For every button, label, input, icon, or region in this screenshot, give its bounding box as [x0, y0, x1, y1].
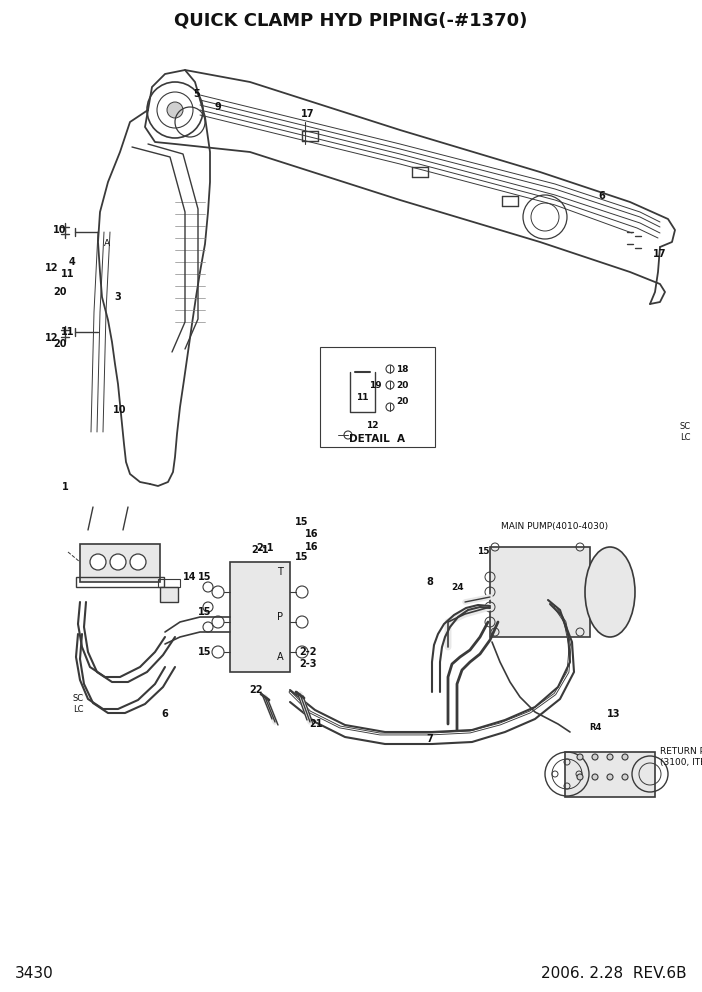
Text: QUICK CLAMP HYD PIPING(-#1370): QUICK CLAMP HYD PIPING(-#1370)	[174, 11, 528, 29]
Text: SC
LC: SC LC	[680, 423, 691, 441]
Circle shape	[607, 754, 613, 760]
Text: 4: 4	[69, 257, 75, 267]
Text: RETURN PIPE
(3100, ITEM 8): RETURN PIPE (3100, ITEM 8)	[660, 747, 702, 767]
Circle shape	[622, 754, 628, 760]
Text: 20: 20	[53, 339, 67, 349]
Circle shape	[110, 554, 126, 570]
Text: 15: 15	[296, 517, 309, 527]
Text: 10: 10	[53, 225, 67, 235]
Bar	[230, 562, 290, 672]
Bar	[565, 752, 655, 797]
Bar	[76, 577, 164, 587]
Bar	[320, 347, 435, 447]
Text: 9: 9	[215, 102, 221, 112]
Text: 8: 8	[427, 577, 433, 587]
Text: 3: 3	[114, 292, 121, 302]
Text: 1: 1	[62, 482, 68, 492]
Text: 11: 11	[61, 327, 74, 337]
Text: 16: 16	[305, 529, 319, 539]
Text: 7: 7	[427, 734, 433, 744]
Text: 16: 16	[305, 542, 319, 552]
Circle shape	[592, 754, 598, 760]
Text: R4: R4	[589, 722, 601, 731]
Text: 15: 15	[296, 552, 309, 562]
Text: A: A	[277, 652, 284, 662]
Text: MAIN PUMP(4010-4030): MAIN PUMP(4010-4030)	[501, 523, 609, 532]
Text: 17: 17	[654, 249, 667, 259]
Text: 12: 12	[45, 333, 59, 343]
Text: 15: 15	[477, 548, 489, 557]
Ellipse shape	[585, 547, 635, 637]
Text: 19: 19	[369, 381, 381, 390]
Circle shape	[607, 774, 613, 780]
Text: 21: 21	[310, 719, 323, 729]
Circle shape	[592, 774, 598, 780]
Bar	[80, 544, 160, 582]
Circle shape	[577, 774, 583, 780]
Text: 18: 18	[396, 364, 409, 374]
Text: 2-3: 2-3	[299, 659, 317, 669]
Circle shape	[622, 774, 628, 780]
Text: 15: 15	[198, 572, 212, 582]
Text: 22: 22	[249, 685, 263, 695]
Text: 15: 15	[198, 607, 212, 617]
Circle shape	[130, 554, 146, 570]
Text: 15: 15	[198, 647, 212, 657]
Text: 24: 24	[451, 582, 464, 591]
Text: 14: 14	[183, 572, 197, 582]
Text: SC
LC: SC LC	[72, 694, 84, 713]
Bar	[160, 587, 178, 602]
Text: 11: 11	[61, 269, 74, 279]
Circle shape	[90, 554, 106, 570]
Text: 6: 6	[599, 191, 605, 201]
Text: 11: 11	[356, 393, 369, 402]
Circle shape	[167, 102, 183, 118]
Text: 2-1: 2-1	[256, 543, 274, 553]
Text: 20: 20	[396, 398, 408, 407]
Text: 12: 12	[366, 421, 378, 430]
Text: 2006. 2.28  REV.6B: 2006. 2.28 REV.6B	[541, 966, 687, 981]
Circle shape	[577, 754, 583, 760]
Text: A: A	[104, 239, 110, 249]
Bar	[158, 579, 180, 587]
Text: T: T	[277, 567, 283, 577]
Text: 2-2: 2-2	[299, 647, 317, 657]
Text: 6: 6	[161, 709, 168, 719]
Text: 20: 20	[53, 287, 67, 297]
Text: P: P	[277, 612, 283, 622]
Bar	[490, 547, 590, 637]
Text: 3430: 3430	[15, 966, 54, 981]
Text: 12: 12	[45, 263, 59, 273]
Text: 17: 17	[301, 109, 314, 119]
Text: 5: 5	[194, 89, 200, 99]
Text: 13: 13	[607, 709, 621, 719]
Text: DETAIL  A: DETAIL A	[349, 434, 405, 444]
Text: 10: 10	[113, 405, 127, 415]
Text: 20: 20	[396, 381, 408, 390]
Text: 2-1: 2-1	[251, 545, 269, 555]
